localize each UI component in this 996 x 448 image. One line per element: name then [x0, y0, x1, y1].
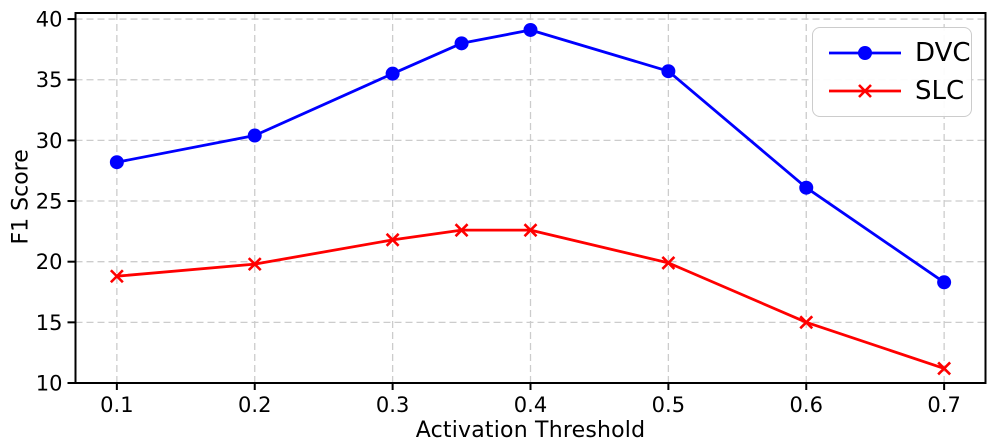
y-axis-label: F1 Score [8, 149, 34, 245]
dvc-marker [385, 66, 400, 81]
x-tick-label: 0.7 [927, 393, 960, 417]
legend-label-dvc: DVC [915, 38, 971, 68]
slc-marker [937, 361, 952, 376]
slc-marker [799, 315, 814, 330]
x-tick-label: 0.3 [376, 393, 409, 417]
x-tick-label: 0.6 [790, 393, 823, 417]
x-axis-label: Activation Threshold [415, 418, 646, 443]
dvc-marker [799, 180, 814, 195]
legend: DVC SLC [812, 27, 972, 117]
slc-marker [247, 257, 262, 272]
y-tick-label: 25 [36, 190, 63, 214]
x-tick-label: 0.4 [514, 393, 547, 417]
dvc-line [115, 28, 946, 284]
dvc-marker [523, 22, 538, 37]
legend-label-slc: SLC [915, 76, 965, 106]
slc-line-icon [829, 84, 901, 98]
dvc-marker [109, 155, 124, 170]
dvc-circle-marker-icon [858, 46, 872, 60]
slc-x-marker-icon [858, 84, 872, 98]
slc-marker [661, 255, 676, 270]
x-tick-label: 0.1 [100, 393, 133, 417]
slc-marker [385, 232, 400, 247]
x-tick-label: 0.2 [238, 393, 271, 417]
y-tick-label: 20 [36, 250, 63, 274]
dvc-line-icon [829, 46, 901, 60]
slc-line [115, 228, 946, 370]
legend-entry-dvc: DVC [826, 40, 971, 66]
dvc-marker [247, 128, 262, 143]
dvc-marker [937, 275, 952, 290]
y-tick-label: 15 [36, 311, 63, 335]
slc-marker [109, 269, 124, 284]
slc-marker [523, 223, 538, 238]
y-tick-label: 35 [36, 68, 63, 92]
y-tick-label: 30 [36, 129, 63, 153]
slc-marker [454, 223, 469, 238]
dvc-marker [661, 64, 676, 79]
legend-entry-slc: SLC [826, 78, 971, 104]
y-tick-label: 10 [36, 372, 63, 396]
y-tick-label: 40 [36, 8, 63, 32]
x-tick-label: 0.5 [652, 393, 685, 417]
dvc-marker [454, 36, 469, 51]
